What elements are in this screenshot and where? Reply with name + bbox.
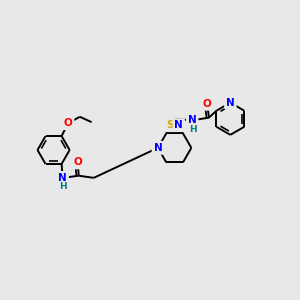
Text: N: N: [188, 115, 197, 125]
Text: H: H: [189, 125, 196, 134]
Text: O: O: [64, 118, 72, 128]
Text: S: S: [167, 120, 174, 130]
Text: O: O: [73, 158, 82, 167]
Text: N: N: [174, 120, 183, 130]
Text: N: N: [154, 143, 162, 153]
Text: O: O: [203, 99, 212, 109]
Text: N: N: [226, 98, 235, 108]
Text: H: H: [59, 182, 67, 191]
Text: N: N: [58, 173, 67, 183]
